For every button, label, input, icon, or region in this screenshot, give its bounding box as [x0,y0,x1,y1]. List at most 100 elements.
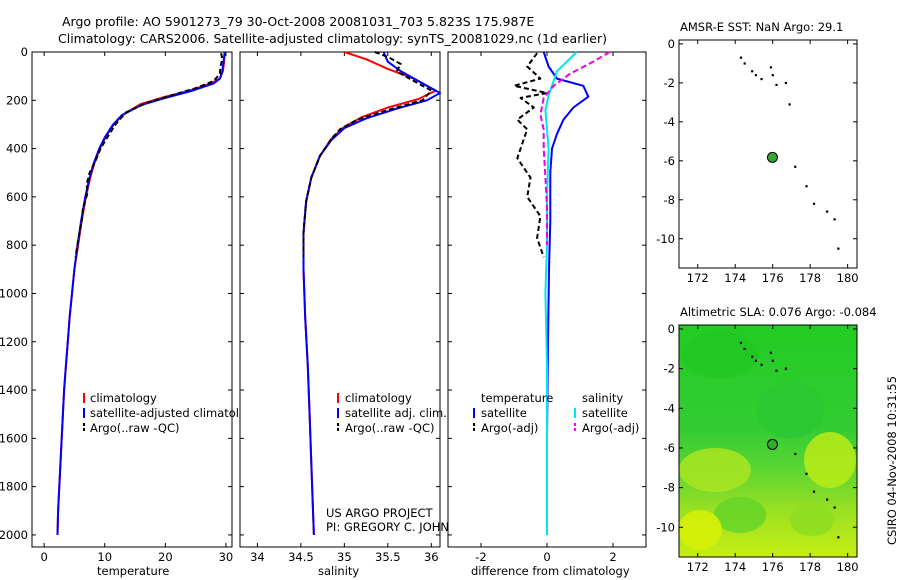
track-point [826,498,829,501]
x-tick-label: 178 [799,560,821,574]
legend-label-climatology: climatology [345,391,412,405]
legend-label-sal-satellite: satellite [582,406,628,420]
track-point [833,218,836,221]
track-point [771,74,774,77]
legend-header-salinity: salinity [582,391,623,405]
x-tick-label: 35.5 [375,550,401,564]
x-tick-label: 10 [97,550,112,564]
credit-line1: US ARGO PROJECT [326,506,434,520]
x-tick-label: 35 [337,550,352,564]
legend-label-temp-argo: Argo(-adj) [481,421,538,435]
track-point [743,347,746,350]
y-tick-label: -4 [664,401,675,415]
salinity-axes-frame [239,51,441,548]
x-tick-label: 20 [158,550,173,564]
x-tick-label: 30 [219,550,234,564]
series-line-salinity-argo-adj- [539,51,611,246]
sla-patch [679,448,751,492]
x-tick-label: 2 [609,550,616,564]
track-point [805,185,808,188]
legend-label-climatology: climatology [90,391,157,405]
y-tick-label: -8 [664,481,675,495]
x-tick-label: 176 [762,560,784,574]
sla-patch [678,510,722,550]
y-tick-label: -4 [664,115,675,129]
x-tick-label: 172 [687,560,709,574]
track-point [754,359,758,362]
difference-legend: temperature salinity satellite Argo(-adj… [473,391,639,435]
sst-map-ticks: 172 174 176 178 180 0 -2 -4 -6 -8 -10 [656,37,858,285]
legend-label-satellite-adjusted: satellite-adjusted climatology [90,406,260,420]
x-tick-label: 36 [424,550,439,564]
track-point [784,367,787,370]
y-tick-label: -8 [664,193,675,207]
legend-header-temperature: temperature [481,391,553,405]
track-point [760,363,763,366]
y-tick-label: 2000 [0,528,28,542]
y-tick-label: 1000 [0,286,28,300]
argo-position-marker [766,151,778,163]
sla-patch [804,432,856,488]
sst-map-panel: AMSR-E SST: NaN Argo: 29.1 172 174 176 178 1… [656,20,858,285]
sst-map-frame [678,39,858,269]
track-point [775,83,778,87]
sst-map-title: AMSR-E SST: NaN Argo: 29.1 [680,20,843,34]
difference-ticks: -2 0 2 [448,51,646,564]
track-point [769,66,773,69]
y-tick-label: 400 [6,142,28,156]
track-point [812,202,816,205]
track-point [826,210,829,213]
sst-map-marks [739,56,840,250]
legend-label-argo: Argo(..raw -QC) [345,421,435,435]
track-point [837,536,840,539]
track-point [775,369,778,372]
x-tick-label: 34 [250,550,265,564]
y-tick-label: 1800 [0,480,28,494]
y-tick-label: -6 [664,441,675,455]
difference-lines [513,51,611,535]
x-tick-label: 180 [837,271,859,285]
sla-patch [790,504,834,536]
x-tick-label: 0 [40,550,47,564]
track-point [739,56,743,59]
salinity-panel: 34 34.5 35 35.5 36 salinity climatology sate… [239,51,474,578]
salinity-legend: climatology satellite adj. clim. Argo(..… [337,391,447,435]
argo-position-marker [766,438,778,450]
y-tick-label: 1600 [0,431,28,445]
legend-label-satellite-adj: satellite adj. clim. [345,406,447,420]
difference-panel: -2 0 2 difference from climatology tempera… [447,51,647,578]
salinity-ticks: 34 34.5 35 35.5 36 [240,51,440,564]
track-point [751,70,754,73]
salinity-lines [302,51,441,535]
credit-line2: PI: GREGORY C. JOHNSON [326,520,474,534]
temperature-panel: 0 10 20 30 0 200 400 600 800 1000 1200 1400 1600 1800… [0,45,260,578]
y-tick-label: 0 [21,45,28,59]
sla-patch [714,497,766,533]
y-tick-label: -10 [656,232,675,246]
track-point [837,247,840,250]
figure-title-line1: Argo profile: AO 5901273_79 30-Oct-2008 … [62,14,534,29]
y-tick-label: -10 [656,520,675,534]
series-line-argo-raw-qc- [74,53,224,258]
y-tick-label: 200 [6,93,28,107]
salinity-xlabel: salinity [318,564,359,578]
track-point [760,77,763,81]
x-tick-label: 176 [762,271,784,285]
series-line-temperature-satellite [542,51,590,535]
sla-map-marks [739,341,840,539]
series-line-salinity-satellite [544,51,578,535]
track-point [794,165,797,168]
track-point [739,341,743,345]
legend-label-temp-satellite: satellite [481,406,527,420]
y-tick-label: 0 [668,322,675,336]
x-tick-label: 178 [799,271,821,285]
x-tick-label: 0 [543,550,550,564]
series-line-temperature-argo-adj- [513,52,548,258]
track-point [784,81,787,85]
track-point [771,359,774,362]
y-tick-label: 0 [668,37,675,51]
track-point [812,490,816,493]
track-point [751,355,754,358]
y-tick-label: -6 [664,154,675,168]
